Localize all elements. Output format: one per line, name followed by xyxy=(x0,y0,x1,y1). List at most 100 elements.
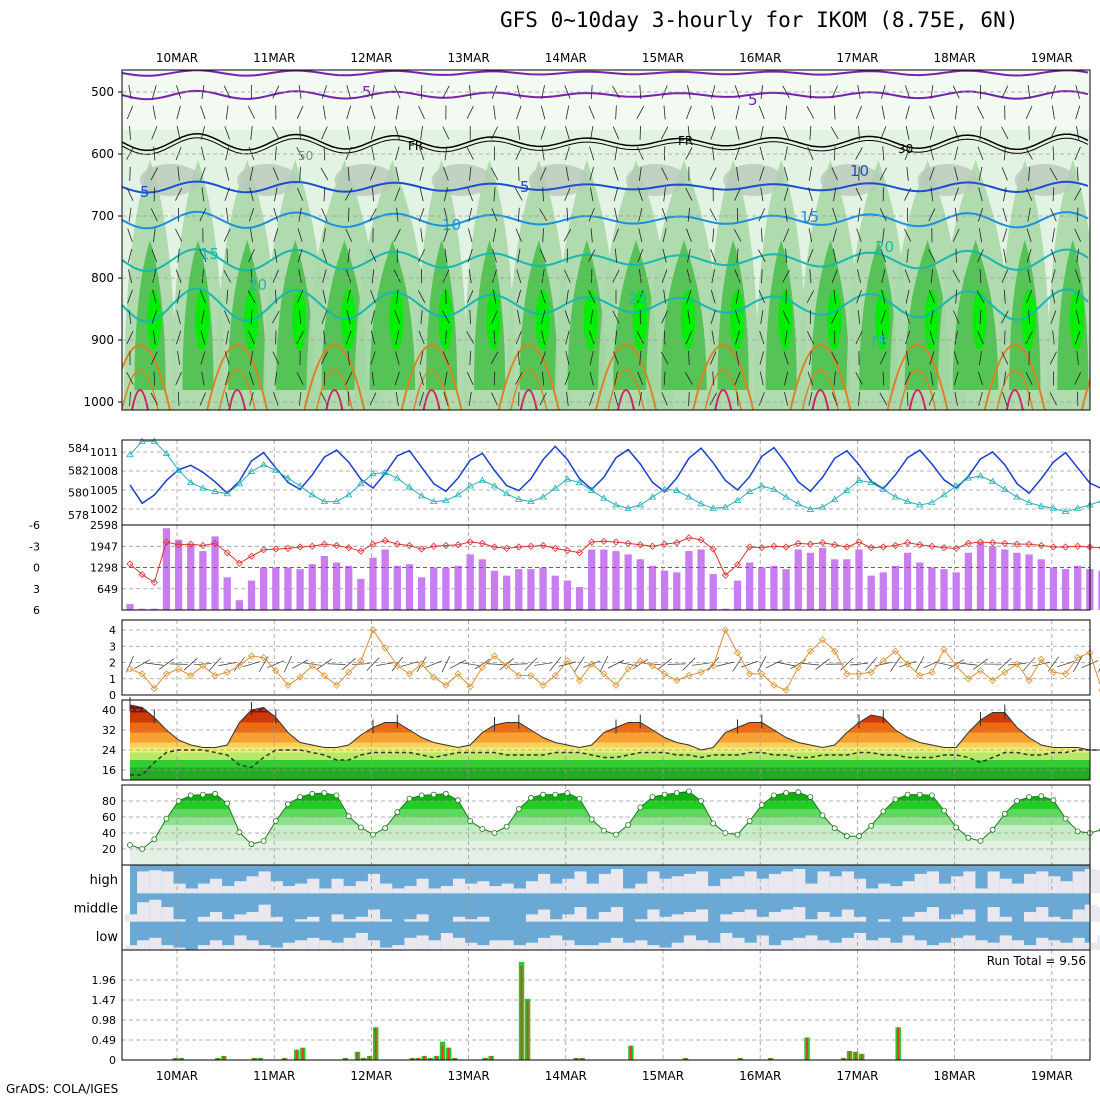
wind-barb xyxy=(565,166,570,181)
cloud-bar-middle xyxy=(659,916,672,922)
wind-barb xyxy=(637,371,644,386)
wind-barb xyxy=(150,351,158,365)
cloud-bar-middle xyxy=(951,914,964,922)
lifted-index-point xyxy=(162,538,171,546)
wind-barb xyxy=(468,228,473,243)
wind-barb xyxy=(539,392,547,406)
rh-saturated-cell xyxy=(681,290,695,350)
wind-barb xyxy=(201,187,205,202)
wind-barb xyxy=(176,289,181,304)
rh-point xyxy=(1014,798,1020,804)
wind-barb xyxy=(274,146,277,161)
cloud-bar-low xyxy=(695,940,709,950)
cloud-bar-high xyxy=(477,881,490,894)
rh-dry-band xyxy=(122,70,1090,130)
wind-speed-point xyxy=(1001,668,1009,676)
wind-barb xyxy=(1002,207,1008,222)
cloud-bar-low xyxy=(914,940,927,950)
wind-barb xyxy=(735,126,740,140)
cloud-bar-middle xyxy=(963,909,976,922)
cape-bar xyxy=(1049,567,1058,610)
wind-barb xyxy=(296,331,304,344)
wind-barb xyxy=(248,146,255,161)
wind-barb xyxy=(589,392,595,406)
cloud-bar-high xyxy=(307,878,320,894)
wind-barb xyxy=(637,248,644,263)
precip-convective-bar xyxy=(520,966,523,1060)
cape-tick-2598: 2598 xyxy=(90,519,118,532)
wind-barb xyxy=(711,146,715,161)
cloud-bar-middle xyxy=(671,914,684,922)
cloud-bar-high xyxy=(161,871,174,894)
wind-barb xyxy=(320,167,329,181)
contour-label: 10 xyxy=(850,162,869,180)
wind-barb xyxy=(193,663,212,666)
rh-point xyxy=(357,824,364,831)
cloud-bar-low xyxy=(355,932,368,950)
thickness-point xyxy=(296,482,304,489)
wind-barb xyxy=(272,126,280,140)
wind-barb xyxy=(906,351,910,365)
wind-barb xyxy=(466,290,474,304)
wind-barb xyxy=(977,371,984,386)
wind-barb xyxy=(973,658,988,670)
wind-barb xyxy=(1075,105,1081,120)
temp-band xyxy=(130,722,1090,733)
wind-barb xyxy=(929,351,935,365)
wind-barb xyxy=(734,187,741,201)
contour-label: 10 xyxy=(442,216,461,234)
wind-barb xyxy=(806,290,815,303)
wind-barb xyxy=(636,106,645,119)
wind-barb xyxy=(201,310,205,325)
wind-barb xyxy=(128,269,132,284)
wind-speed-point xyxy=(928,668,936,676)
wind-barb xyxy=(272,351,280,365)
x-tick-top-11mar: 11MAR xyxy=(253,51,295,65)
wind-barb xyxy=(687,125,691,140)
wind-speed-point xyxy=(150,684,158,693)
thickness-point xyxy=(430,497,438,504)
thickness-point xyxy=(648,493,657,500)
temp-contour-orange xyxy=(400,344,463,410)
rh-point xyxy=(491,830,498,836)
cloud-bar-high xyxy=(732,876,745,894)
wind-barb xyxy=(736,248,739,263)
wind-barb xyxy=(978,166,983,181)
wind-barb xyxy=(153,228,156,243)
cape-bar xyxy=(612,551,620,610)
cape-bar xyxy=(296,569,304,610)
cloud-bar-low xyxy=(829,942,842,950)
wind-barb xyxy=(929,126,934,140)
wind-barb xyxy=(443,228,449,242)
wind-barb xyxy=(758,290,766,304)
cloud-bar-high xyxy=(1036,871,1049,894)
wind-barb xyxy=(297,228,303,243)
wind-barb xyxy=(614,207,618,222)
rh-point xyxy=(916,791,923,798)
wind-barb xyxy=(782,228,790,242)
rh-point xyxy=(843,833,850,840)
cloud-bar-middle xyxy=(1024,911,1037,922)
cloud-bar-low xyxy=(562,940,575,950)
wind-barb xyxy=(419,166,424,181)
cloud-bar-middle xyxy=(744,909,757,922)
wind-barb xyxy=(541,146,545,161)
cloud-bar-high xyxy=(440,886,453,894)
wind-barb xyxy=(346,269,352,283)
wind-barb xyxy=(200,146,205,161)
rh-saturated-cell xyxy=(778,290,793,350)
wind-barb xyxy=(564,371,571,386)
rh-point xyxy=(588,816,595,823)
wind-barb xyxy=(517,350,520,365)
cape-bar xyxy=(235,600,243,610)
wind-barb xyxy=(636,331,644,344)
lifted-index-point xyxy=(843,543,851,551)
rh-blob xyxy=(626,164,686,196)
wind-speed-point xyxy=(648,662,657,670)
lifted-index-point xyxy=(721,571,729,579)
cloud-bar-high xyxy=(428,888,441,894)
cape-bar xyxy=(393,565,401,610)
wind-barb xyxy=(225,105,229,120)
rh-point xyxy=(1026,794,1032,800)
contour-label: 5 xyxy=(140,183,150,201)
